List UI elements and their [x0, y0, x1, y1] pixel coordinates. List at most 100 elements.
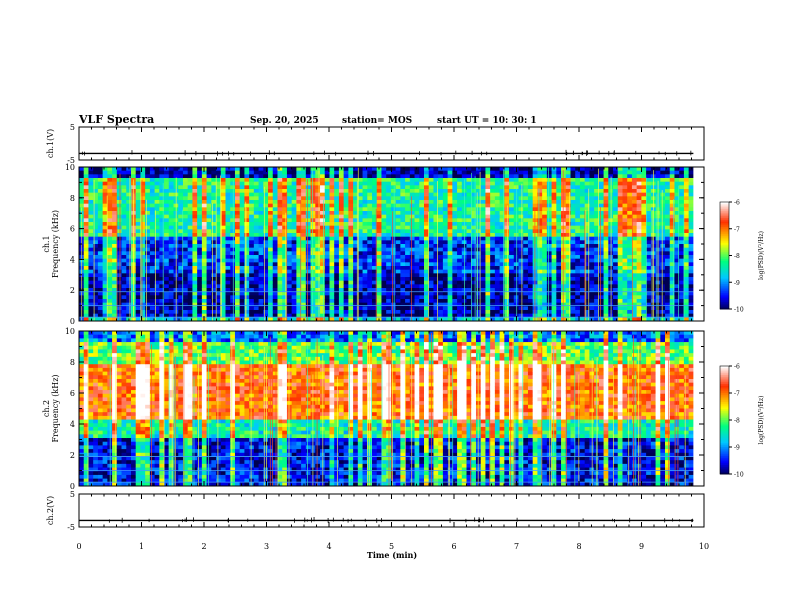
- ch1-spectrogram-cell: [494, 233, 501, 238]
- ch1-spectrogram-cell: [272, 236, 278, 241]
- ch1-spectrogram-cell: [282, 258, 288, 263]
- ch1-spectrogram-cell: [523, 273, 529, 278]
- ch1-spectrogram-cell: [442, 247, 449, 252]
- ch1-spectrogram-cell: [145, 269, 151, 274]
- ch1-spectrogram-cell: [305, 178, 311, 183]
- ch1-spectrogram-cell: [527, 222, 534, 227]
- ch1-spectrogram-cell: [263, 251, 269, 256]
- ch1-spectrogram-cell: [386, 167, 392, 172]
- ch1-spectrogram-cell: [424, 269, 430, 274]
- ch1-spectrogram-cell: [192, 299, 198, 304]
- ch1-spectrogram-cell: [575, 222, 581, 227]
- ch1-spectrogram-cell: [570, 178, 576, 183]
- ch1-spectrogram-cell: [376, 244, 382, 249]
- ch1-spectrogram-cell: [603, 280, 609, 285]
- ch1-spectrogram-cell: [598, 255, 604, 260]
- ch1-spectrogram-cell: [258, 174, 264, 179]
- ch1-spectrogram-cell: [192, 211, 198, 216]
- ch1-spectrogram-cell: [348, 291, 354, 296]
- ch1-spectrogram-cell: [334, 247, 340, 252]
- ch1-spectrogram-cell: [565, 170, 571, 175]
- ch1-spectrogram-cell: [400, 306, 406, 311]
- ch1-spectrogram-cell: [409, 280, 415, 285]
- ch1-spectrogram-cell: [452, 258, 458, 263]
- ch1-spectrogram-cell: [504, 207, 510, 212]
- ch1-spectrogram-cell: [324, 258, 330, 263]
- ch1-spectrogram-cell: [286, 207, 293, 212]
- ch1-spectrogram-cell: [457, 207, 463, 212]
- ch1-spectrogram-cell: [518, 277, 524, 282]
- ch1-spectrogram-cell: [187, 222, 193, 227]
- ch1-spectrogram-cell: [116, 277, 122, 282]
- ch1-spectrogram-cell: [102, 277, 108, 282]
- ch1-spectrogram-cell: [258, 262, 264, 267]
- ch1-spectrogram-cell: [121, 313, 127, 318]
- ch1-spectrogram-cell: [457, 196, 463, 201]
- ch1-spectrogram-cell: [305, 251, 311, 256]
- ch1-spectrogram-cell: [145, 167, 151, 172]
- ch1-spectrogram-cell: [584, 244, 590, 249]
- ch1-spectrogram-cell: [93, 218, 99, 223]
- ch1-spectrogram-cell: [556, 247, 562, 252]
- ch1-spectrogram-cell: [494, 181, 501, 186]
- ch1-spectrogram-cell: [613, 302, 619, 307]
- ch1-spectrogram-cell: [206, 181, 212, 186]
- ch1-spectrogram-cell: [324, 284, 330, 289]
- ch1-spectrogram-cell: [296, 189, 302, 194]
- ch1-spectrogram-cell: [386, 295, 392, 300]
- ch1-spectrogram-cell: [154, 310, 160, 315]
- ch1-spectrogram-cell: [140, 266, 146, 271]
- ch1-spectrogram-cell: [509, 203, 515, 208]
- ch1-spectrogram-cell: [220, 247, 226, 252]
- ch1-spectrogram-cell: [442, 251, 449, 256]
- ch1-spectrogram-cell: [88, 255, 94, 260]
- ch1-spectrogram-cell: [164, 192, 170, 197]
- ch1-spectrogram-cell: [315, 203, 321, 208]
- ch1-spectrogram-cell: [537, 196, 543, 201]
- ch1-spectrogram-cell: [182, 167, 189, 172]
- ch1-spectrogram-cell: [466, 203, 472, 208]
- ch1-spectrogram-cell: [258, 170, 264, 175]
- ch1-spectrogram-cell: [442, 196, 449, 201]
- ch1-spectrogram-cell: [168, 207, 174, 212]
- ch1-spectrogram-cell: [291, 178, 297, 183]
- ch1-spectrogram-cell: [381, 192, 387, 197]
- ch1-spectrogram-cell: [324, 317, 330, 322]
- ch1-spectrogram-cell: [617, 310, 623, 315]
- ch1-spectrogram-cell: [447, 310, 453, 315]
- ch1-spectrogram-cell: [518, 251, 524, 256]
- ch1-spectrogram-cell: [126, 178, 132, 183]
- ch1-spectrogram-cell: [376, 262, 382, 267]
- ch1-spectrogram-cell: [93, 170, 99, 175]
- ch1-spectrogram-cell: [263, 255, 269, 260]
- ch1-spectrogram-cell: [542, 203, 548, 208]
- ch1-spectrogram-cell: [546, 240, 552, 245]
- ch1-spectrogram-cell: [551, 214, 557, 219]
- ch1-spectrogram-cell: [376, 178, 382, 183]
- ch1-spectrogram-cell: [348, 284, 354, 289]
- ch1-spectrogram-cell: [499, 299, 505, 304]
- ch1-spectrogram-cell: [320, 174, 326, 179]
- ch1-spectrogram-cell: [159, 269, 165, 274]
- ch1-spectrogram-cell: [282, 222, 288, 227]
- ch1-spectrogram-cell: [343, 203, 349, 208]
- ch1-spectrogram-cell: [140, 167, 146, 172]
- ch1-spectrogram-cell: [296, 170, 302, 175]
- ch1-spectrogram-cell: [310, 280, 316, 285]
- ch1-spectrogram-cell: [546, 266, 552, 271]
- ch1-spectrogram-cell: [442, 291, 449, 296]
- ch1-spectrogram-cell: [490, 299, 496, 304]
- ch1-spectrogram-cell: [234, 295, 241, 300]
- ch1-spectrogram-cell: [617, 170, 623, 175]
- ch1-spectrogram-cell: [258, 277, 264, 282]
- ch1-spectrogram-cell: [206, 299, 212, 304]
- ch1-spectrogram-cell: [107, 247, 113, 252]
- ch1-spectrogram-cell: [164, 211, 170, 216]
- ch1-spectrogram-cell: [206, 229, 212, 234]
- ch1-spectrogram-cell: [263, 178, 269, 183]
- ch1-spectrogram-cell: [182, 196, 189, 201]
- ch1-spectrogram-cell: [121, 295, 127, 300]
- ch1-spectrogram-cell: [88, 185, 94, 190]
- ch1-spectrogram-cell: [485, 196, 491, 201]
- ch1-spectrogram-cell: [268, 244, 274, 249]
